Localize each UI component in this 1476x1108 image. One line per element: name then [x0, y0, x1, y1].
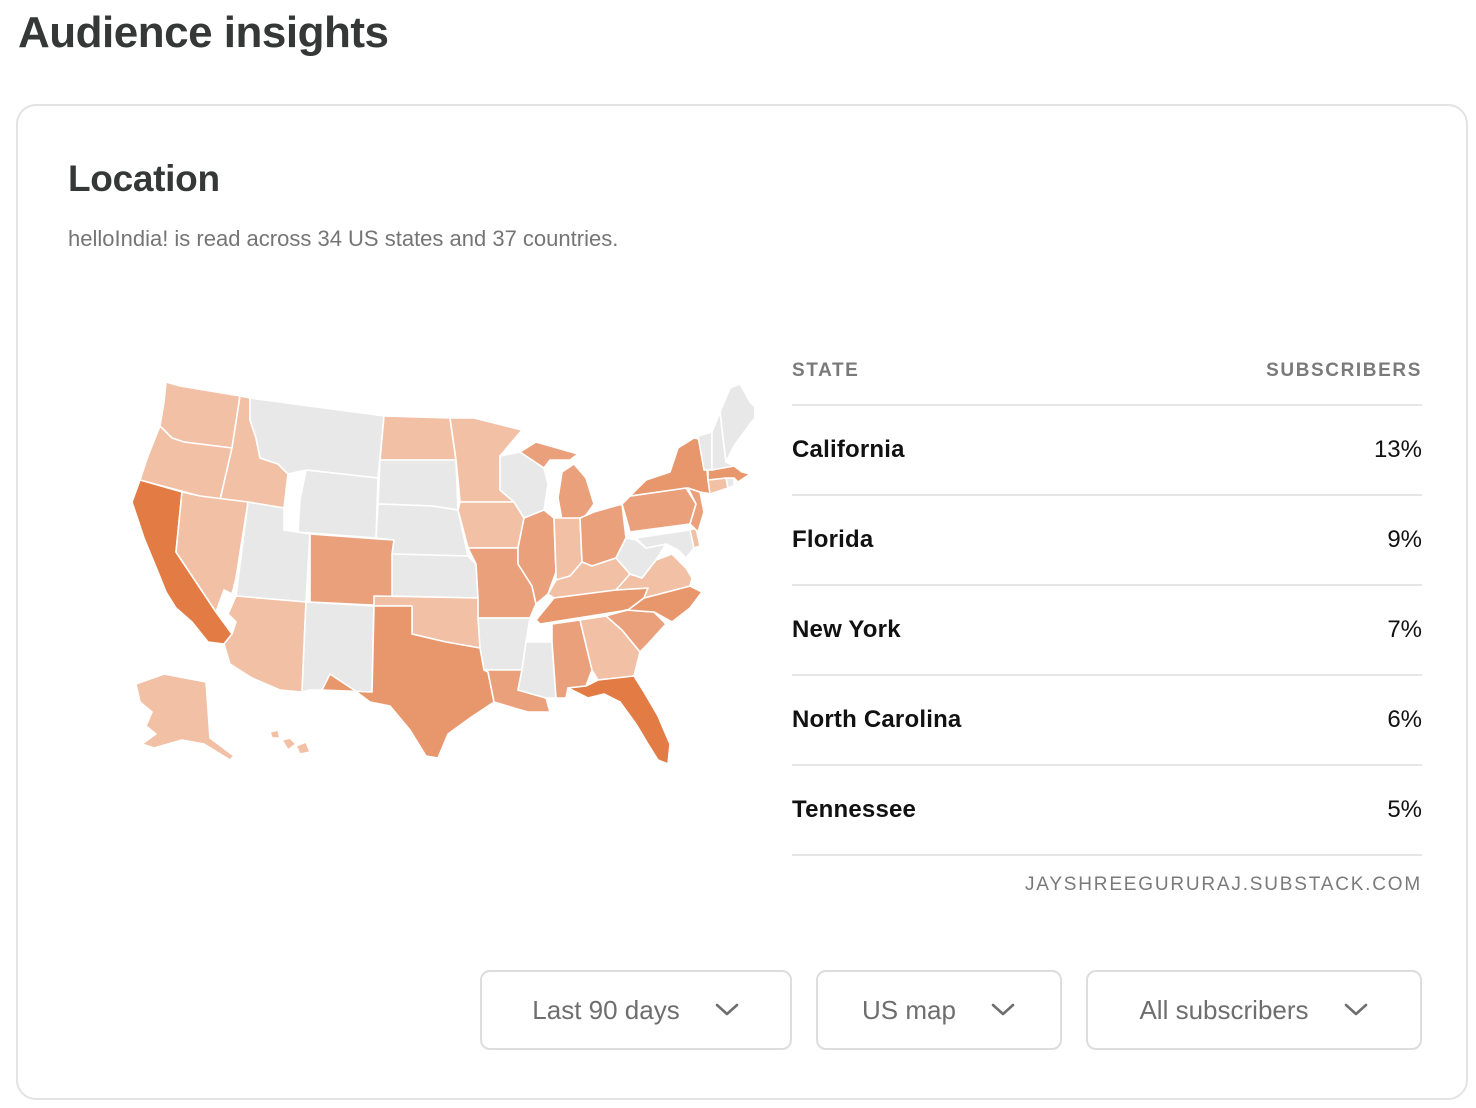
state-ia[interactable]	[457, 501, 525, 549]
chevron-down-icon	[990, 1002, 1016, 1018]
subscriber-share: 7%	[1387, 616, 1422, 643]
state-table: STATE SUBSCRIBERS California 13% Florida…	[792, 338, 1422, 896]
subscriber-share: 6%	[1387, 706, 1422, 733]
audience-dropdown-label: All subscribers	[1139, 994, 1309, 1025]
column-state-header[interactable]: STATE	[792, 360, 860, 381]
state-az[interactable]	[223, 595, 307, 693]
view-dropdown[interactable]: US map	[816, 970, 1062, 1050]
column-subscribers-header[interactable]: SUBSCRIBERS	[1266, 360, 1422, 381]
period-dropdown-label: Last 90 days	[532, 994, 680, 1025]
table-header: STATE SUBSCRIBERS	[792, 338, 1422, 406]
location-card: Location helloIndia! is read across 34 U…	[16, 104, 1468, 1100]
table-row: California 13%	[792, 406, 1422, 496]
state-il[interactable]	[517, 509, 557, 605]
state-ks[interactable]	[391, 553, 479, 599]
state-name: New York	[792, 616, 901, 643]
state-name: North Carolina	[792, 706, 962, 733]
subscriber-share: 13%	[1373, 436, 1422, 463]
card-title: Location	[68, 158, 220, 199]
state-name: Tennessee	[792, 796, 917, 823]
state-hi[interactable]	[269, 729, 311, 755]
state-nd[interactable]	[379, 415, 457, 461]
state-ar[interactable]	[477, 617, 531, 671]
subscriber-share: 5%	[1387, 796, 1422, 823]
state-mi[interactable]	[519, 441, 595, 521]
state-sd[interactable]	[377, 459, 459, 511]
state-name: Florida	[792, 526, 874, 553]
table-row: North Carolina 6%	[792, 676, 1422, 766]
state-me[interactable]	[719, 383, 754, 463]
table-row: New York 7%	[792, 586, 1422, 676]
state-wy[interactable]	[297, 469, 379, 539]
subscriber-share: 9%	[1387, 526, 1422, 553]
page-title: Audience insights	[18, 8, 389, 57]
state-ma[interactable]	[707, 465, 751, 483]
state-fl[interactable]	[567, 675, 671, 765]
table-row: Tennessee 5%	[792, 766, 1422, 856]
us-map-svg	[131, 381, 754, 765]
state-tx[interactable]	[321, 605, 495, 759]
state-co[interactable]	[309, 533, 395, 607]
card-subtitle: helloIndia! is read across 34 US states …	[68, 226, 619, 251]
audience-dropdown[interactable]: All subscribers	[1086, 970, 1422, 1050]
period-dropdown[interactable]: Last 90 days	[480, 970, 792, 1050]
view-dropdown-label: US map	[862, 994, 956, 1025]
state-nc[interactable]	[603, 585, 703, 623]
state-nv[interactable]	[175, 491, 249, 613]
us-choropleth-map	[74, 372, 754, 772]
table-row: Florida 9%	[792, 496, 1422, 586]
chevron-down-icon	[1343, 1002, 1369, 1018]
state-ri[interactable]	[725, 477, 735, 489]
chevron-down-icon	[714, 1002, 740, 1018]
state-ak[interactable]	[135, 673, 235, 761]
source-domain: JAYSHREEGURURAJ.SUBSTACK.COM	[1024, 874, 1422, 895]
state-name: California	[792, 436, 905, 463]
